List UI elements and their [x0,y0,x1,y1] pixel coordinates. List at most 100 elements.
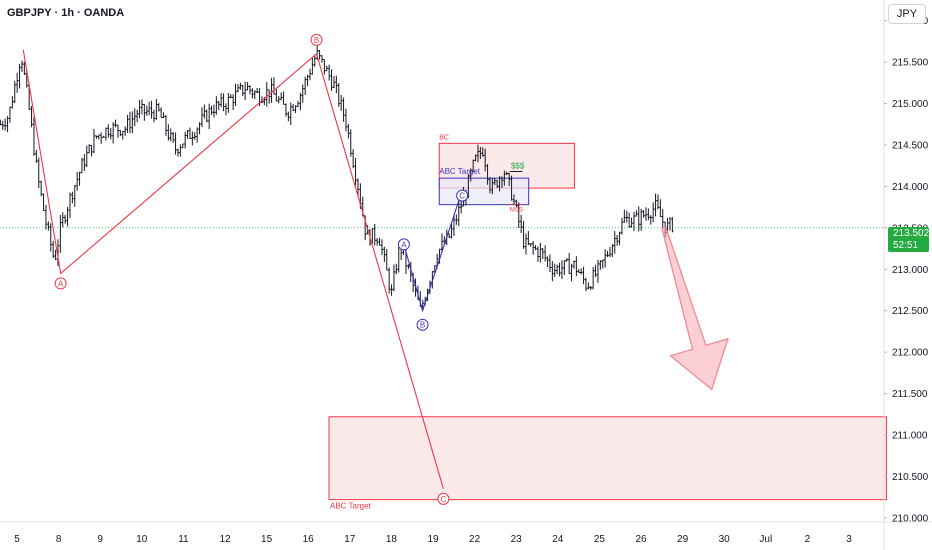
ohlc-bar [671,217,674,233]
mss-label: MSS [510,208,523,214]
ohlc-bar [479,146,482,160]
ohlc-bar [291,103,295,112]
ohlc-bar [147,101,151,116]
ohlc-bar [330,69,333,91]
ohlc-bar [222,93,225,112]
ohlc-bar [618,231,621,246]
price-tick-label: 210.500 [892,472,929,483]
ohlc-bar [385,248,388,271]
ohlc-bar [541,248,544,260]
ohlc-bar [42,193,45,211]
ohlc-bar [519,214,523,233]
ohlc-bar [85,145,88,168]
ohlc-bar [236,84,240,93]
ohlc-bar [320,55,324,63]
ohlc-bar [524,233,528,255]
ohlc-bar [512,194,516,205]
ohlc-bar [66,206,69,227]
subwave-label-c: C [459,192,465,201]
ohlc-bar [642,209,645,218]
ohlc-bar [522,221,525,249]
ohlc-bar [589,285,592,291]
ohlc-bar [61,212,64,228]
ohlc-bar [135,109,139,123]
ohlc-bar [126,114,129,133]
ohlc-bar [668,217,672,231]
ohlc-bar [99,132,103,144]
ohlc-bar [515,199,518,208]
ohlc-bar [313,54,316,67]
ohlc-bar [625,210,628,223]
price-tick-label: 210.000 [892,513,929,524]
ohlc-bar [15,72,19,93]
ohlc-bar [246,81,249,91]
ohlc-bar [131,111,134,134]
ohlc-bar [599,260,602,270]
ohlc-bar [536,246,540,262]
time-tick-label: 24 [552,534,564,545]
price-tick-label: 212.500 [892,306,929,317]
ohlc-bar [119,129,122,137]
ohlc-bar [620,217,624,235]
time-tick-label: Jul [759,534,772,545]
ohlc-bar [335,75,338,94]
ohlc-bar [351,149,355,169]
ohlc-bar [603,249,607,268]
ohlc-bar [116,124,120,138]
time-tick-label: 29 [677,534,689,545]
ohlc-bar [570,263,573,282]
ohlc-bar [611,244,614,257]
ohlc-bar [567,253,571,274]
ohlc-bar [75,171,79,191]
time-tick-label: 9 [97,534,103,545]
ohlc-bar [13,80,16,104]
price-tick-label: 215.500 [892,58,929,69]
ohlc-bar [18,63,21,89]
ohlc-bar [191,131,194,146]
time-tick-label: 5 [14,534,20,545]
ohlc-bar [212,104,216,118]
ohlc-bar [121,130,124,140]
ohlc-bar [294,105,297,114]
ohlc-bar [0,119,2,126]
ohlc-bar [207,103,211,130]
ohlc-bar [267,89,271,104]
ohlc-bar [318,49,321,60]
currency-button[interactable]: JPY [888,4,926,24]
subwave-label-c-circle [456,189,469,202]
ohlc-bar [227,92,230,113]
ohlc-bar [450,223,453,239]
time-tick-label: 16 [303,534,315,545]
abc-target-zone-small [438,177,530,206]
time-tick-label: 30 [719,534,731,545]
ohlc-bar [54,249,57,261]
ohlc-bar [647,208,650,221]
ohlc-bar [503,170,506,186]
ohlc-bar [407,264,410,270]
ohlc-bar [471,159,475,173]
ohlc-bar [248,85,252,95]
ohlc-bar [591,267,595,290]
ohlc-bar [306,74,309,87]
ohlc-bar [145,105,148,116]
ohlc-bar [251,88,254,99]
ohlc-bar [308,68,312,81]
ohlc-bar [138,99,141,119]
price-tick-label: 211.500 [892,389,928,400]
ohlc-bar [181,143,184,149]
ohlc-bar [486,164,489,185]
time-tick-label: 17 [344,534,356,545]
ohlc-bar [275,88,278,102]
ohlc-bar [577,269,580,273]
ohlc-bar [344,108,348,132]
ohlc-bar [32,116,36,156]
ohlc-bar [284,103,288,117]
ohlc-bar [260,96,264,104]
ohlc-bar [457,199,460,226]
ohlc-bar [623,209,626,223]
ohlc-bar [558,262,561,277]
ohlc-bar [627,212,631,228]
ohlc-bar [572,260,576,269]
